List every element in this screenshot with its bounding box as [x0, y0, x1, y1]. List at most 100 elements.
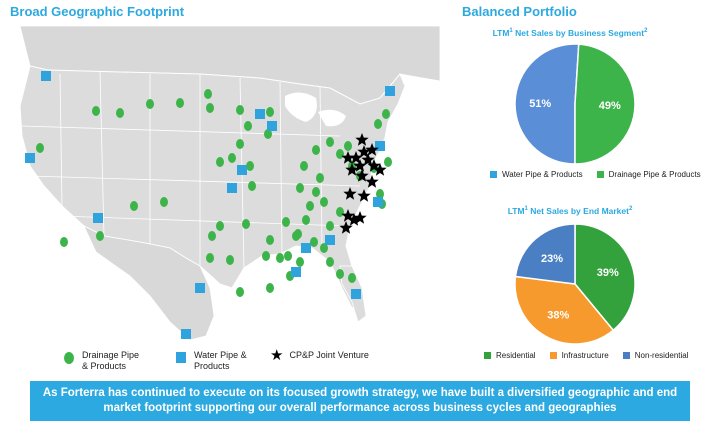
pie1-legend: Water Pipe & Products Drainage Pipe & Pr…: [490, 170, 715, 179]
drainage-location-dot: [310, 237, 318, 247]
drainage-location-dot: [246, 161, 254, 171]
joint-venture-star: [357, 145, 371, 158]
drainage-dot-icon: [64, 352, 74, 364]
us-footprint-map: [0, 25, 441, 346]
water-location-square: [375, 141, 385, 151]
water-location-square: [373, 197, 383, 207]
drainage-location-dot: [296, 257, 304, 267]
legend-drainage: Drainage Pipe & Products: [64, 350, 140, 372]
joint-venture-star: [357, 189, 371, 202]
water-location-square: [41, 71, 51, 81]
water-location-square: [301, 243, 311, 253]
drainage-location-dot: [216, 157, 224, 167]
drainage-location-dot: [130, 201, 138, 211]
drainage-location-dot: [36, 143, 44, 153]
drainage-location-dot: [160, 197, 168, 207]
drainage-location-dot: [244, 121, 252, 131]
drainage-location-dot: [312, 145, 320, 155]
joint-venture-star: [343, 187, 357, 200]
drainage-location-dot: [348, 273, 356, 283]
legend-water-label: Water Pipe & Products: [194, 350, 247, 371]
footprint-title: Broad Geographic Footprint: [10, 4, 185, 19]
drainage-location-dot: [262, 251, 270, 261]
joint-venture-star: [349, 151, 363, 164]
pie-slice-label: 39%: [597, 267, 619, 279]
pie-business-segment: 51% 49%: [514, 43, 636, 165]
drainage-location-dot: [282, 217, 290, 227]
water-location-square: [351, 289, 361, 299]
drainage-location-dot: [236, 287, 244, 297]
pie-slice: [514, 223, 576, 285]
drainage-location-dot: [236, 105, 244, 115]
drainage-location-dot: [296, 183, 304, 193]
drainage-location-dot: [336, 149, 344, 159]
water-location-square: [255, 109, 265, 119]
joint-venture-star: [367, 159, 381, 172]
water-location-square: [237, 165, 247, 175]
pie2-legend-infrastructure: Infrastructure: [549, 351, 609, 360]
joint-venture-star: [365, 175, 379, 188]
joint-venture-star: [345, 163, 359, 176]
drainage-location-dot: [206, 253, 214, 263]
drainage-location-dot: [376, 189, 384, 199]
joint-venture-star: [361, 153, 375, 166]
water-locations: [25, 71, 395, 339]
joint-venture-star: [341, 151, 355, 164]
water-location-square: [385, 86, 395, 96]
pie-end-market: 39% 38% 23%: [514, 223, 636, 345]
legend-jv-label: CP&P Joint Venture: [289, 350, 369, 360]
pie1-legend-water: Water Pipe & Products: [490, 170, 583, 179]
joint-venture-star: [355, 133, 369, 146]
legend-drainage-label: Drainage Pipe & Products: [82, 350, 140, 371]
water-location-square: [93, 213, 103, 223]
pie-slice-label: 38%: [547, 309, 569, 321]
portfolio-title: Balanced Portfolio: [462, 4, 577, 19]
drainage-location-dot: [92, 106, 100, 116]
drainage-location-dot: [242, 219, 250, 229]
drainage-location-dot: [382, 109, 390, 119]
joint-venture-star: [339, 221, 353, 234]
drainage-location-dot: [206, 103, 214, 113]
drainage-location-dot: [204, 89, 212, 99]
drainage-location-dot: [228, 153, 236, 163]
drainage-location-dot: [326, 137, 334, 147]
joint-venture-star: [347, 213, 361, 226]
summary-banner: As Forterra has continued to execute on …: [30, 381, 690, 421]
drainage-location-dot: [248, 181, 256, 191]
drainage-location-dot: [336, 269, 344, 279]
water-location-square: [195, 283, 205, 293]
drainage-location-dot: [374, 119, 382, 129]
drainage-location-dot: [326, 221, 334, 231]
pie2-legend: Residential Infrastructure Non-residenti…: [484, 351, 703, 360]
pie-slice: [574, 223, 636, 332]
drainage-location-dot: [316, 173, 324, 183]
water-square-icon: [176, 352, 186, 363]
drainage-location-dot: [60, 237, 68, 247]
drainage-location-dot: [226, 255, 234, 265]
drainage-location-dot: [276, 253, 284, 263]
joint-venture-star: [365, 143, 379, 156]
drainage-location-dot: [302, 215, 310, 225]
drainage-location-dot: [216, 221, 224, 231]
drainage-location-dot: [320, 197, 328, 207]
pie2-title: LTM1 Net Sales by End Market2: [507, 206, 633, 216]
drainage-location-dot: [264, 129, 272, 139]
drainage-location-dot: [96, 231, 104, 241]
pie-slice: [514, 275, 615, 345]
drainage-location-dot: [292, 231, 300, 241]
pie-slice-label: 49%: [599, 100, 621, 112]
drainage-location-dot: [266, 107, 274, 117]
drainage-location-dot: [116, 108, 124, 118]
pie-slice: [574, 43, 636, 165]
pie-slice: [514, 43, 580, 165]
pie2-legend-residential: Residential: [484, 351, 536, 360]
legend-water: Water Pipe & Products: [176, 350, 252, 372]
pie-slice-label: 23%: [541, 253, 563, 265]
drainage-location-dot: [176, 98, 184, 108]
drainage-location-dot: [326, 257, 334, 267]
joint-venture-star: [353, 211, 367, 224]
drainage-location-dot: [344, 141, 352, 151]
pie1-title: LTM1 Net Sales by Business Segment2: [492, 28, 648, 38]
joint-venture-star: [373, 163, 387, 176]
drainage-location-dot: [300, 161, 308, 171]
